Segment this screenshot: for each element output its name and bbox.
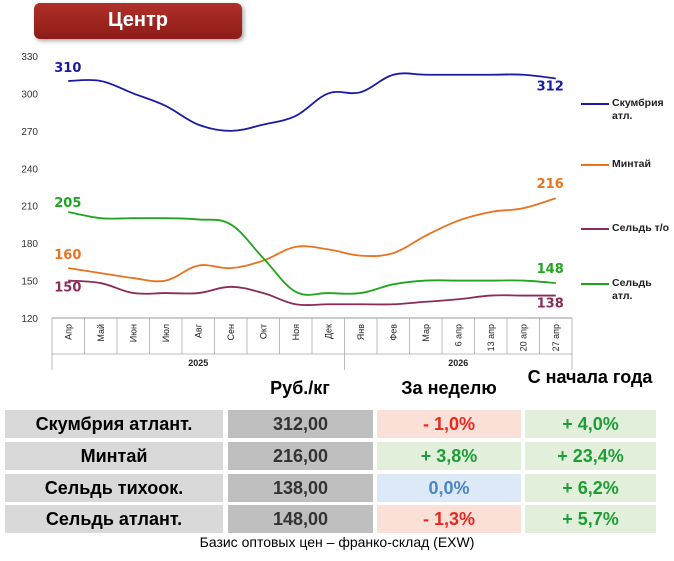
price-line-chart: 120 150 180 210 240 270 300 330 Апр Май Июн Июл Авг С… (21, 52, 573, 370)
row-ytd-change: + 5,7% (525, 505, 656, 533)
row-week-change: - 1,0% (377, 410, 521, 438)
row-name: Скумбрия атлант. (5, 410, 223, 438)
y-tick-label: 330 (21, 52, 38, 63)
legend-label: Минтай (612, 158, 651, 170)
legend-swatch (581, 103, 609, 105)
row-week-change: + 3,8% (377, 442, 521, 470)
series-line-0 (68, 72, 556, 132)
y-tick-label: 300 (21, 89, 38, 100)
series-line-1 (68, 197, 557, 283)
x-tick-label: 20 апр (518, 324, 528, 351)
legend-swatch (581, 164, 609, 166)
row-price: 138,00 (228, 474, 373, 502)
x-tick-label: Фев (388, 324, 398, 341)
series-line-3 (68, 211, 556, 296)
x-tick-label: Сен (226, 324, 236, 341)
y-tick-label: 210 (21, 202, 38, 213)
region-title-badge: Центр (34, 3, 242, 39)
region-title: Центр (107, 9, 169, 31)
row-week-change: - 1,3% (377, 505, 521, 533)
row-ytd-change: + 4,0% (525, 410, 656, 438)
x-tick-label: Апр (63, 324, 73, 340)
series-end-label: 216 (537, 177, 564, 192)
x-tick-label: Авг (193, 323, 203, 338)
x-tick-label: 27 апр (551, 324, 561, 351)
x-tick-label: Мар (421, 324, 431, 342)
row-name: Минтай (5, 442, 223, 470)
row-price: 312,00 (228, 410, 373, 438)
series-start-label: 150 (54, 281, 81, 296)
x-tick-label: Дек (323, 324, 333, 339)
row-name: Сельдь тихоок. (5, 474, 223, 502)
row-ytd-change: + 6,2% (525, 474, 656, 502)
y-tick-label: 270 (21, 127, 38, 138)
col-header-ytd: С начала года (527, 367, 653, 387)
x-tick-label: 6 апр (453, 324, 463, 346)
row-week-change: 0,0% (377, 474, 521, 502)
row-ytd-change: + 23,4% (525, 442, 656, 470)
year-label: 2025 (188, 358, 208, 368)
x-tick-label: Июн (128, 324, 138, 342)
series-end-label: 138 (537, 297, 564, 312)
series-start-label: 310 (54, 61, 81, 76)
x-tick-label: Июл (161, 324, 171, 342)
series-start-label: 160 (54, 248, 81, 263)
col-header-price: Руб./кг (270, 378, 330, 398)
row-price: 148,00 (228, 505, 373, 533)
series-end-label: 148 (537, 262, 564, 277)
x-tick-label: Ноя (291, 324, 301, 341)
x-tick-label: Янв (356, 324, 366, 340)
legend-label: Сельдь т/о (612, 222, 670, 234)
footnote: Базис оптовых цен – франко-склад (EXW) (199, 534, 475, 550)
legend-swatch (581, 283, 609, 285)
y-tick-label: 150 (21, 277, 38, 288)
x-tick-label: Май (96, 324, 106, 342)
row-name: Сельдь атлант. (5, 505, 223, 533)
legend-label: Скумбрия атл. (612, 97, 664, 122)
series-line-2 (68, 279, 556, 307)
legend-label: Сельдь атл. (612, 277, 652, 302)
col-header-week: За неделю (401, 378, 497, 398)
legend-swatch (581, 228, 609, 230)
year-label: 2026 (448, 358, 468, 368)
x-tick-label: 13 апр (486, 324, 496, 351)
series-end-label: 312 (537, 79, 564, 94)
x-tick-label: Окт (258, 324, 268, 339)
row-price: 216,00 (228, 442, 373, 470)
y-tick-label: 180 (21, 239, 38, 250)
y-tick-label: 120 (21, 314, 38, 325)
series-start-label: 205 (54, 196, 81, 211)
y-tick-label: 240 (21, 164, 38, 175)
